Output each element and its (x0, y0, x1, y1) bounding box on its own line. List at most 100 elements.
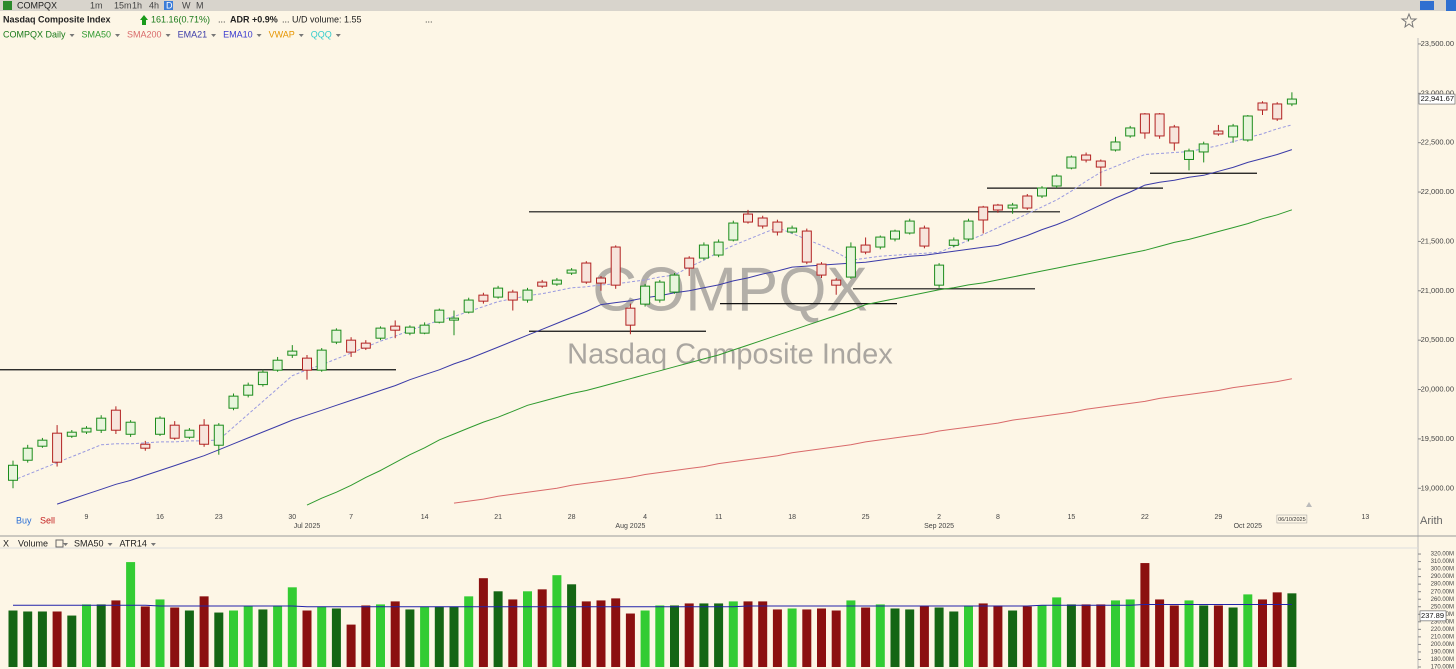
more[interactable]: ... (282, 14, 290, 24)
volume-bar (1243, 594, 1253, 667)
ma-line (453, 378, 1292, 504)
candle-body (346, 339, 357, 353)
buy-button[interactable]: Buy (16, 515, 32, 525)
candle-body (199, 424, 210, 445)
volume-legend-item[interactable]: SMA50 (74, 538, 104, 548)
candle-body (625, 307, 636, 326)
candle-body (22, 447, 33, 461)
dropdown-arrow[interactable] (63, 543, 69, 546)
candle-body (493, 287, 504, 298)
y-tick-label: 260.00M (1431, 597, 1454, 603)
ma-line (12, 124, 1293, 481)
candle-body (1257, 102, 1268, 111)
app-icon[interactable] (1420, 1, 1434, 10)
volume-bar (390, 601, 400, 667)
dropdown-arrow[interactable] (107, 543, 113, 546)
x-tick-label: 28 (568, 514, 576, 521)
symbol-icon (3, 1, 12, 10)
dropdown-arrow[interactable] (211, 34, 217, 37)
dropdown-arrow[interactable] (256, 34, 262, 37)
interval-button[interactable]: 4h (149, 0, 159, 10)
candle-body (478, 294, 489, 302)
close-panel[interactable]: X (3, 538, 9, 548)
volume-bar (405, 609, 415, 667)
volume-legend-item[interactable]: ATR14 (120, 538, 147, 548)
y-tick-label: 210.00M (1431, 634, 1454, 640)
volume-bar (596, 600, 606, 667)
interval-button[interactable]: 15m (114, 0, 132, 10)
dropdown-arrow[interactable] (165, 34, 171, 37)
scroll-marker[interactable] (1306, 502, 1312, 507)
legend-item[interactable]: EMA10 (223, 29, 253, 39)
candle-body (919, 227, 930, 247)
y-tick-label: 230.00M (1431, 619, 1454, 625)
dropdown-arrow[interactable] (150, 543, 156, 546)
more[interactable]: ... (425, 14, 433, 24)
candle-body (1213, 130, 1224, 135)
candle-body (904, 220, 915, 234)
candle-body (243, 384, 254, 396)
dropdown-arrow[interactable] (69, 34, 75, 37)
volume-bar (758, 601, 768, 667)
legend-item[interactable]: SMA50 (82, 29, 112, 39)
favorite-star[interactable] (1400, 12, 1418, 29)
x-tick-label: 13 (1362, 514, 1370, 521)
volume-bar (1155, 599, 1165, 667)
volume-bar (199, 596, 209, 667)
candle-body (302, 357, 312, 371)
interval-button[interactable]: M (196, 0, 204, 10)
up-arrow (140, 15, 148, 25)
interval-button[interactable]: W (182, 0, 191, 10)
date-box (1276, 514, 1308, 524)
volume-bar (567, 584, 577, 667)
legend-item[interactable]: QQQ (311, 29, 332, 39)
candle-body (963, 220, 974, 240)
y-tick-label: 300.00M (1431, 567, 1454, 573)
candle-body (1066, 156, 1077, 169)
volume-bar (1037, 605, 1047, 667)
candle-body (1198, 143, 1209, 153)
y-tick-label: 200.00M (1431, 642, 1454, 648)
y-tick-label: 19,500.00 (1421, 434, 1454, 443)
volume-legend-item[interactable]: Volume (18, 538, 48, 548)
sell-button[interactable]: Sell (40, 515, 55, 525)
legend-item[interactable]: SMA200 (127, 29, 162, 39)
interval-button[interactable]: D (166, 0, 173, 10)
legend-item[interactable]: COMPQX Daily (3, 29, 66, 39)
candle-body (860, 244, 871, 253)
scale-mode[interactable]: Arith (1420, 515, 1443, 527)
month-label: Jul 2025 (294, 523, 321, 530)
candle-body (713, 241, 724, 256)
volume-bar (728, 601, 738, 667)
dropdown-arrow[interactable] (115, 34, 121, 37)
y-tick-label: 270.00M (1431, 589, 1454, 595)
y-tick-label: 170.00M (1431, 665, 1454, 669)
dropdown-arrow[interactable] (298, 34, 304, 37)
app-icon[interactable] (1446, 0, 1456, 11)
volume-bar (155, 599, 165, 667)
legend-item[interactable]: EMA21 (178, 29, 208, 39)
interval-button[interactable]: 1m (90, 0, 103, 10)
volume-bar (361, 605, 371, 667)
candle-body (8, 464, 18, 481)
volume-bar (258, 609, 268, 667)
more[interactable]: ... (218, 14, 226, 24)
candle-body (816, 263, 827, 276)
volume-bar (670, 605, 679, 667)
volume-bar (346, 624, 356, 667)
legend-item[interactable]: VWAP (269, 29, 295, 39)
x-tick-label: 29 (1215, 514, 1223, 521)
y-tick-label: 20,500.00 (1421, 335, 1454, 344)
volume-bar (273, 605, 283, 667)
volume-bar (699, 603, 709, 667)
interval-button[interactable]: 1h (132, 0, 142, 10)
volume-bar (523, 591, 532, 667)
volume-bar (714, 603, 724, 667)
adr: ADR +0.9% (230, 14, 278, 24)
candle-body (654, 281, 665, 301)
candle-body (772, 221, 783, 233)
volume-bar (214, 612, 224, 667)
x-tick-label: 23 (215, 514, 223, 521)
dropdown-arrow[interactable] (335, 34, 341, 37)
toolbar-symbol[interactable]: COMPQX (17, 0, 57, 10)
